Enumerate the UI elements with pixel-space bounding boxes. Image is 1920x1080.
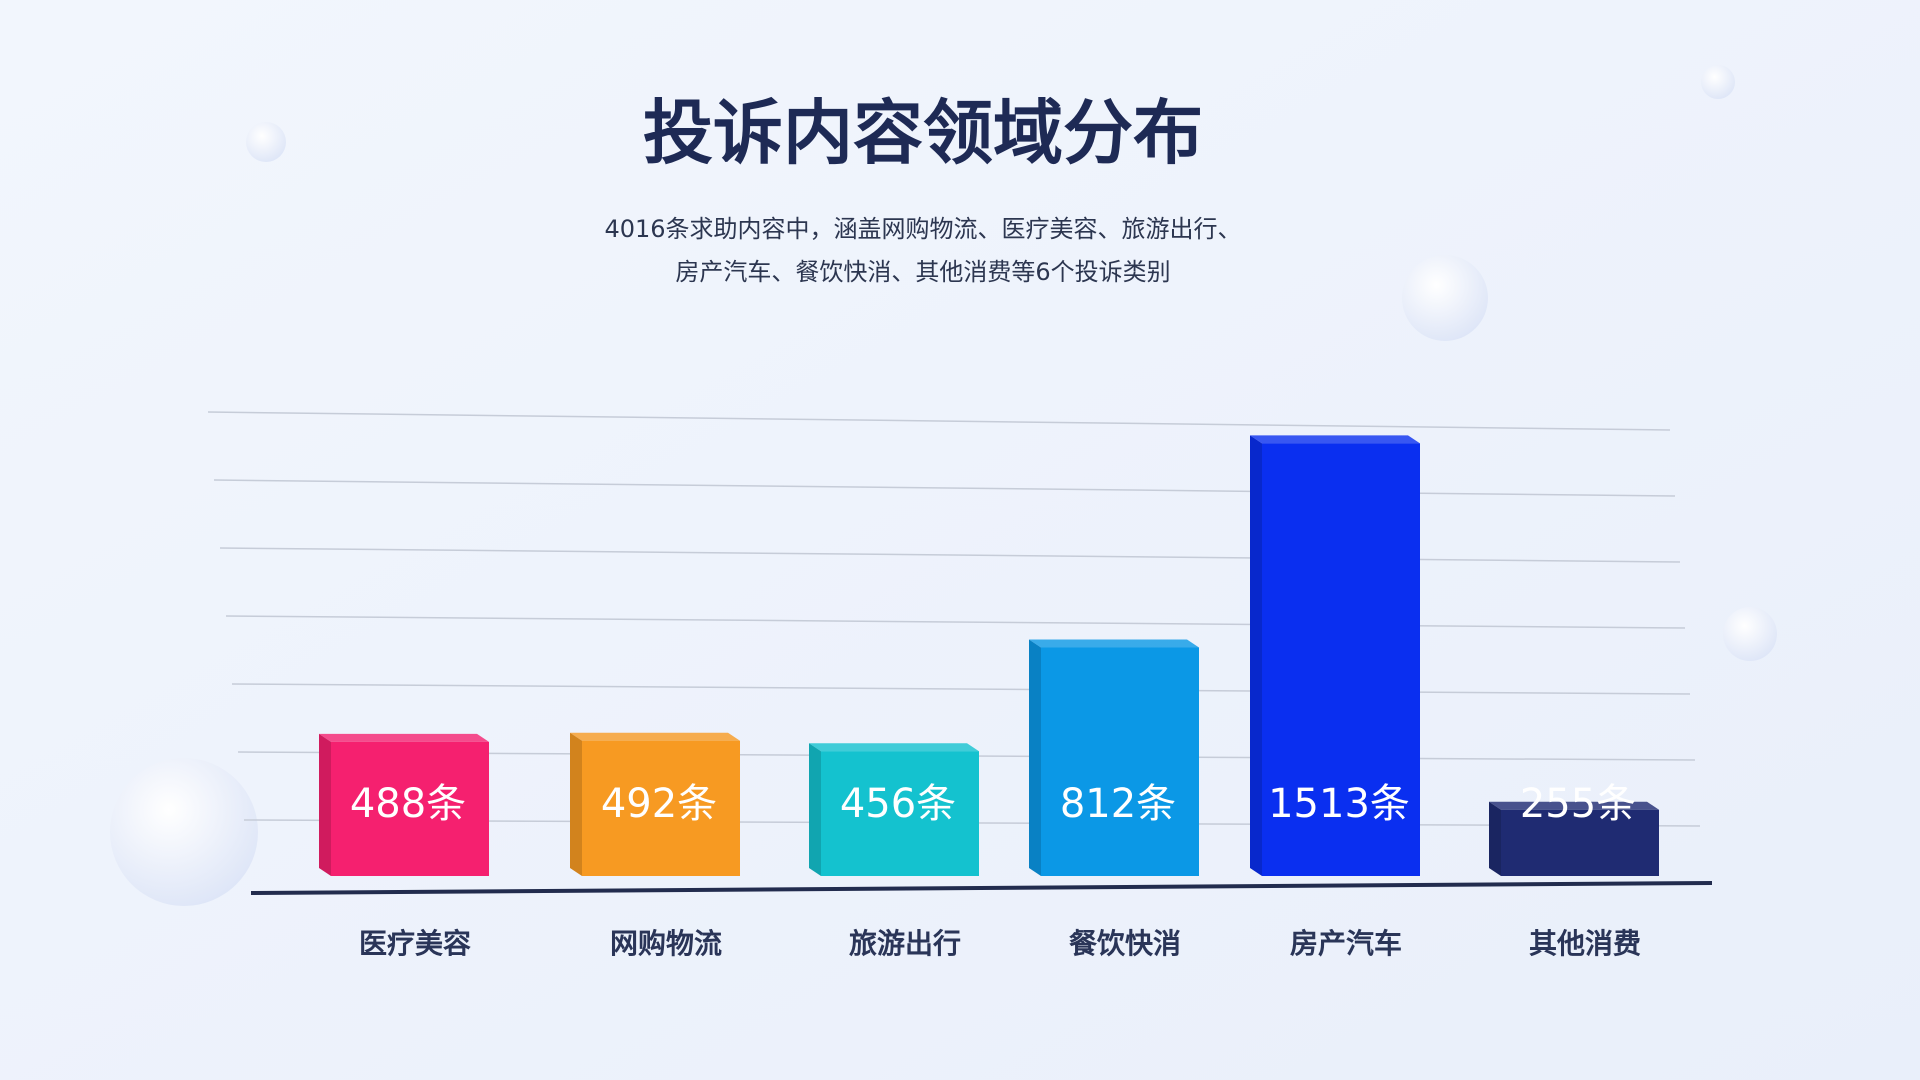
x-tick-label: 网购物流 <box>610 927 722 960</box>
bar-top <box>1029 639 1199 648</box>
decor-sphere <box>1701 65 1735 99</box>
baseline <box>250 881 1713 895</box>
grid-line <box>219 547 1681 563</box>
x-tick-label: 医疗美容 <box>359 927 471 960</box>
bar-side <box>1489 801 1501 876</box>
value-label: 1513条 <box>1268 781 1410 827</box>
grid-line <box>231 683 1691 695</box>
decor-sphere <box>110 758 258 906</box>
value-label: 492条 <box>601 781 717 827</box>
bar-top <box>1250 435 1420 444</box>
subtitle: 4016条求助内容中，涵盖网购物流、医疗美容、旅游出行、 <box>604 215 1241 243</box>
bar <box>1501 809 1659 876</box>
grid-line <box>213 479 1676 497</box>
decor-sphere <box>1402 255 1488 341</box>
bar <box>1041 647 1199 876</box>
subtitle: 房产汽车、餐饮快消、其他消费等6个投诉类别 <box>675 258 1170 286</box>
bar <box>331 741 489 876</box>
bar-top <box>1489 801 1659 810</box>
grid-line <box>225 615 1686 629</box>
value-label: 488条 <box>350 781 466 827</box>
bar-side <box>1029 639 1041 876</box>
bar <box>1262 443 1420 876</box>
value-label: 456条 <box>840 781 956 827</box>
x-tick-label: 旅游出行 <box>849 927 961 960</box>
decor-sphere <box>246 122 286 162</box>
value-label: 812条 <box>1060 781 1176 827</box>
x-tick-label: 房产汽车 <box>1290 927 1402 960</box>
chart-title: 投诉内容领域分布 <box>643 92 1203 174</box>
bar-side <box>1250 435 1262 876</box>
bar-side <box>570 732 582 876</box>
bar-top <box>809 743 979 752</box>
bar <box>582 740 740 876</box>
bar-side <box>809 743 821 876</box>
x-tick-label: 餐饮快消 <box>1069 927 1181 960</box>
decor-sphere <box>1723 607 1777 661</box>
bar-side <box>319 733 331 876</box>
bar <box>821 751 979 876</box>
grid-line <box>207 411 1671 431</box>
value-label: 255条 <box>1520 781 1636 827</box>
bar-top <box>570 732 740 741</box>
x-tick-label: 其他消费 <box>1529 927 1641 960</box>
bar-top <box>319 733 489 742</box>
